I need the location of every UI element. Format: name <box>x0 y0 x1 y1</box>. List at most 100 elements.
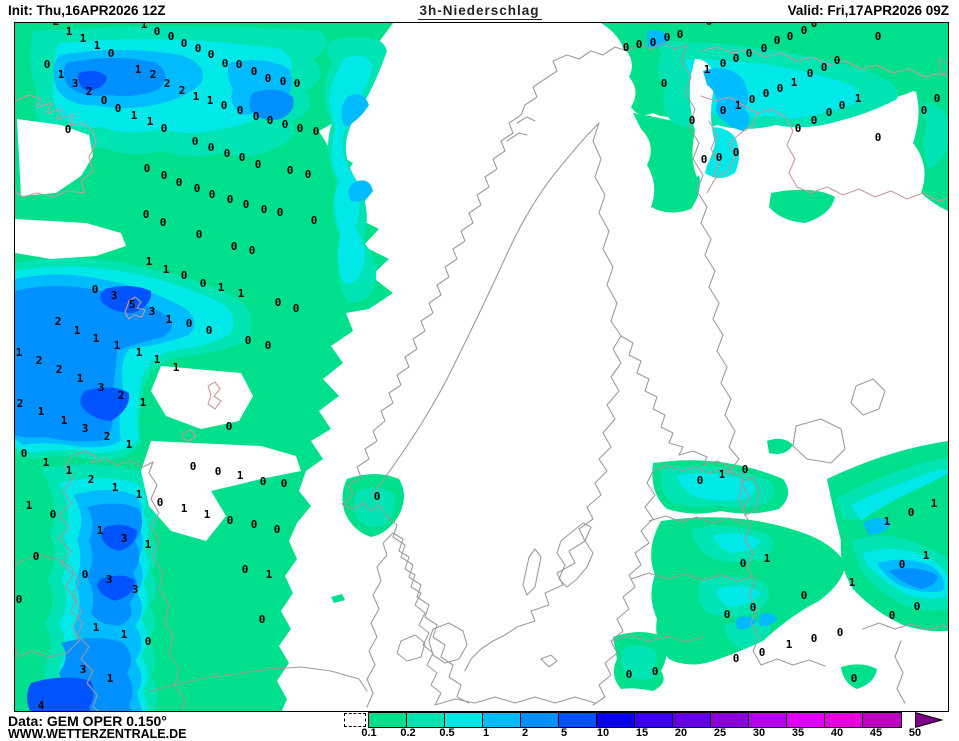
precip-value-label: 0 <box>826 106 833 119</box>
precip-value-label: 0 <box>143 208 150 221</box>
precip-value-label: 0 <box>706 23 713 28</box>
border-estonia-latvia <box>648 515 746 525</box>
coast-ireland <box>15 554 82 658</box>
precip-value-label: 3 <box>106 573 113 586</box>
precip-value-label: 1 <box>207 94 214 107</box>
precip-value-label: 0 <box>16 593 23 606</box>
precip-value-label: 1 <box>136 346 143 359</box>
border-lithuania <box>612 634 704 643</box>
precip-value-label: 1 <box>719 468 726 481</box>
precip-value-label: 3 <box>149 305 156 318</box>
precip-value-label: 0 <box>724 608 731 621</box>
legend-color-segment <box>407 713 445 727</box>
precip-value-label: 1 <box>141 23 148 31</box>
precip-value-label: 0 <box>720 104 727 117</box>
valid-time-label: Valid: Fri,17APR2026 09Z <box>787 3 949 18</box>
legend-tick-label: 15 <box>635 727 649 739</box>
precip-value-label: 0 <box>224 147 231 160</box>
coast-scotland-north <box>70 450 154 468</box>
precip-value-label: 0 <box>222 57 229 70</box>
map-title: 3h-Niederschlag <box>417 3 542 20</box>
precip-value-label: 1 <box>58 68 65 81</box>
precip-value-label: 0 <box>161 122 168 135</box>
precip-value-label: 0 <box>280 75 287 88</box>
precip-value-label: 1 <box>140 396 147 409</box>
precip-value-label: 0 <box>811 114 818 127</box>
border-finland-russia <box>680 44 740 460</box>
border-norway-sweden <box>370 122 600 497</box>
precip-value-label: 0 <box>168 30 175 43</box>
precip-value-label: 1 <box>146 255 153 268</box>
precip-value-label: 0 <box>795 122 802 135</box>
legend-tick-label: 10 <box>596 727 610 739</box>
precip-value-label: 2 <box>150 68 157 81</box>
precip-area-05 <box>851 469 948 521</box>
coast-iceland <box>15 94 97 198</box>
precip-value-label: 0 <box>839 99 846 112</box>
precip-area-5 <box>101 524 137 551</box>
precip-value-label: 1 <box>121 628 128 641</box>
precip-value-label: 0 <box>787 30 794 43</box>
precip-value-label: 0 <box>294 77 301 90</box>
precip-value-label: 0 <box>811 632 818 645</box>
precip-value-label: 2 <box>36 354 43 367</box>
weather-map: 2111001320001000000000001222110000000110… <box>15 23 948 711</box>
precip-value-label: 1 <box>93 621 100 634</box>
coast-kola-north <box>700 46 948 78</box>
precip-value-label: 0 <box>239 151 246 164</box>
map-frame: 2111001320001000000000001222110000000110… <box>14 22 949 712</box>
precip-value-label: 1 <box>16 346 23 359</box>
precip-value-label: 0 <box>44 58 51 71</box>
precip-value-label: 0 <box>623 41 630 54</box>
legend-tick-label: 45 <box>869 727 883 739</box>
precip-value-label: 0 <box>245 334 252 347</box>
legend-tick-label: 50 <box>908 727 922 739</box>
precip-value-label: 1 <box>74 324 81 337</box>
legend-tick-label: 20 <box>674 727 688 739</box>
coast-continent-west <box>150 666 368 692</box>
precip-area-5 <box>27 677 94 711</box>
precip-value-label: 1 <box>136 488 143 501</box>
precip-value-label: 0 <box>92 283 99 296</box>
precip-value-label: 1 <box>218 281 225 294</box>
precip-value-label: 1 <box>791 76 798 89</box>
precip-area-5 <box>97 575 135 601</box>
precip-value-label: 0 <box>749 93 756 106</box>
border-russia-south <box>760 658 826 667</box>
precip-value-label: 1 <box>884 515 891 528</box>
precip-value-label: 0 <box>899 558 906 571</box>
precip-value-label: 1 <box>154 353 161 366</box>
precip-value-label: 0 <box>661 77 668 90</box>
precip-value-label: 1 <box>238 287 245 300</box>
coast-norway-west <box>341 42 688 505</box>
coast-estonia <box>652 464 748 476</box>
legend-color-segment <box>635 713 673 727</box>
precip-value-label: 0 <box>259 613 266 626</box>
precip-value-label: 0 <box>267 114 274 127</box>
precip-value-label: 1 <box>147 115 154 128</box>
lake-onega <box>850 378 886 416</box>
precip-value-label: 0 <box>65 123 72 136</box>
precip-value-label: 0 <box>242 563 249 576</box>
coast-baltic-east <box>592 470 656 706</box>
precip-area-1 <box>341 94 369 127</box>
precip-value-label: 0 <box>231 240 238 253</box>
precip-value-label: 0 <box>889 609 896 622</box>
precip-value-label: 0 <box>311 214 318 227</box>
precip-value-label: 0 <box>746 47 753 60</box>
legend-tick-label: 0.1 <box>361 727 377 739</box>
precip-area-01 <box>841 664 877 689</box>
precip-value-label: 0 <box>664 31 671 44</box>
border-sweden-finland <box>592 122 622 337</box>
precip-value-label: 0 <box>297 122 304 135</box>
precip-value-label: 0 <box>200 277 207 290</box>
precip-area-1 <box>735 616 757 630</box>
precip-value-label: 1 <box>26 499 33 512</box>
precip-value-label: 0 <box>186 317 193 330</box>
legend-tick-label: 0.5 <box>439 727 455 739</box>
precip-value-label: 0 <box>875 30 882 43</box>
precip-value-label: 0 <box>374 490 381 503</box>
precip-value-label: 2 <box>53 23 60 28</box>
precip-value-label: 5 <box>129 298 136 311</box>
